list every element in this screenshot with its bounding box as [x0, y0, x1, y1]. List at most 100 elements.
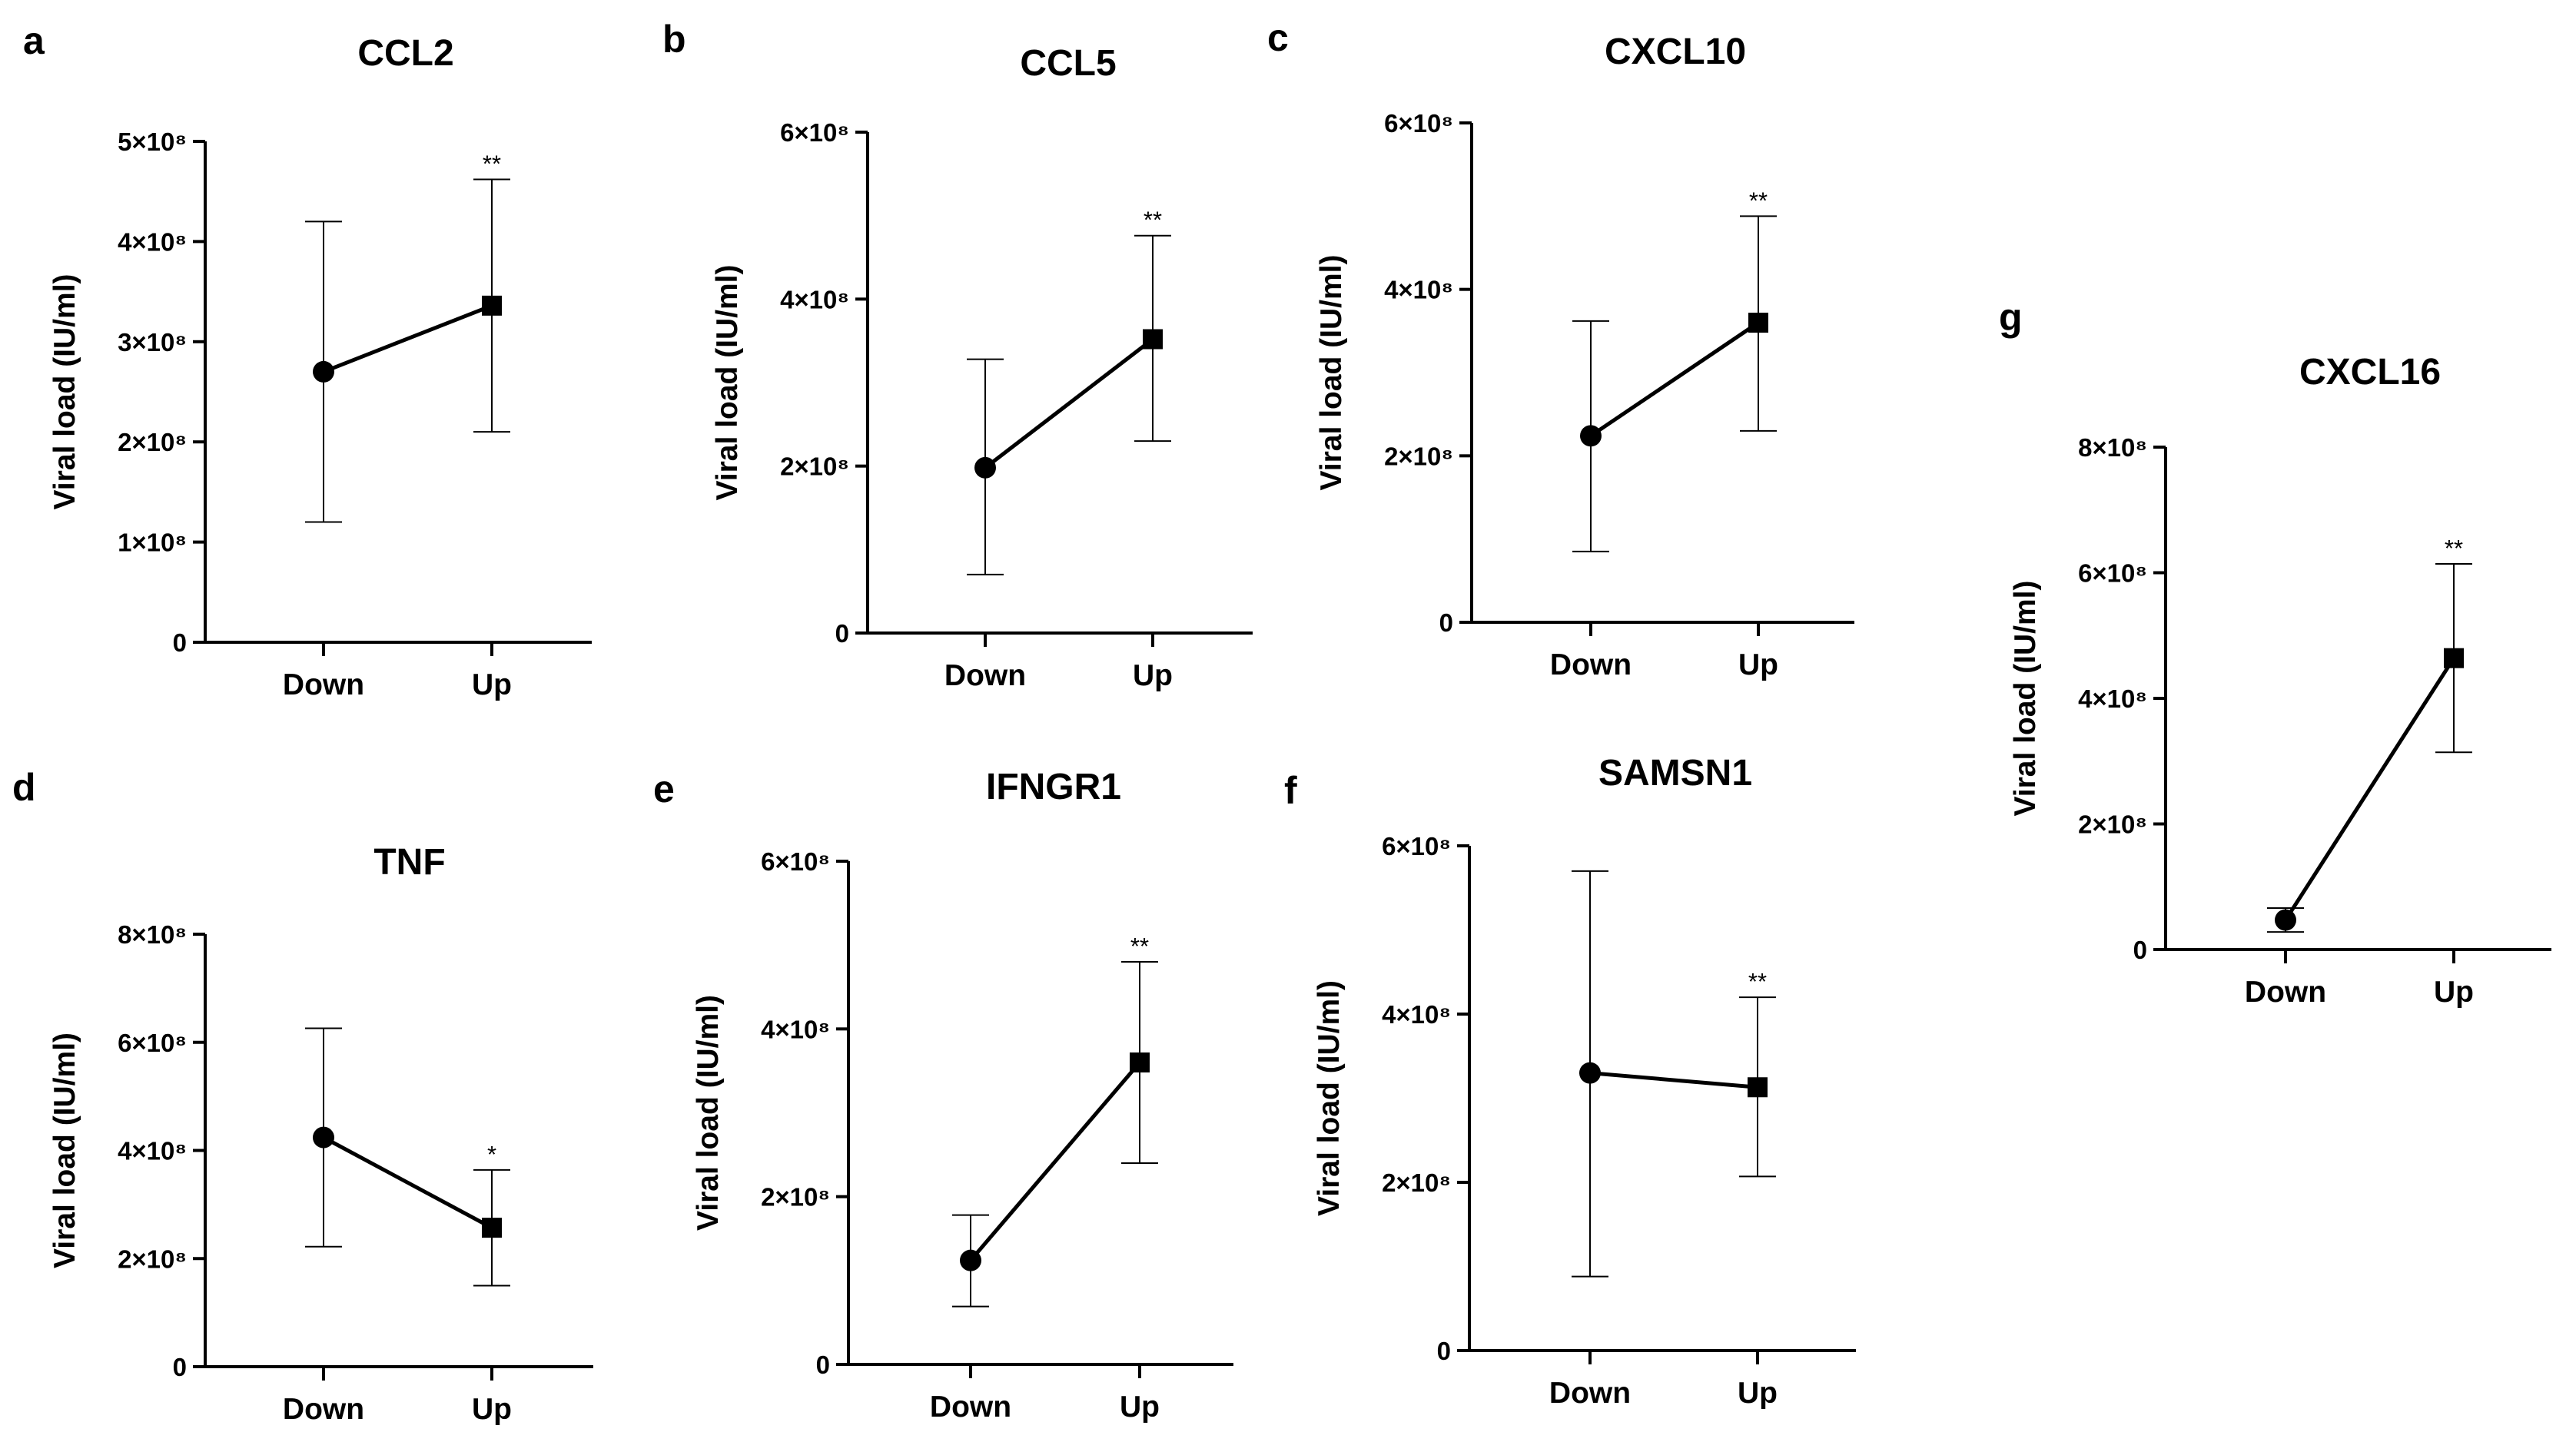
x-tick-label: Up: [1738, 1377, 1778, 1410]
chart-panel-a: a CCL2 0 1×10⁸ 2×10⁸ 3×10⁸ 4×10⁸ 5×10⁸ Down Up Vir…: [23, 19, 592, 701]
significance-label: **: [1130, 933, 1149, 960]
series-line: [323, 303, 493, 374]
data-point-down: [974, 456, 996, 479]
chart-panel-c: c CXCL10 0 2×10⁸ 4×10⁸ 6×10⁸ Down Up Viral load …: [1267, 16, 1854, 681]
chart-panel-b: b CCL5 0 2×10⁸ 4×10⁸ 6×10⁸ Down Up Viral load (I…: [662, 18, 1253, 692]
data-point-up: [1143, 329, 1163, 350]
data-point-down: [313, 360, 334, 383]
series-line: [1589, 320, 1760, 438]
y-axis-label: Viral load (IU/ml): [1313, 980, 1346, 1216]
x-tick-label: Down: [944, 659, 1026, 692]
x-tick-label: Up: [1738, 648, 1778, 681]
chart-panel-g: g CXCL16 0 2×10⁸ 4×10⁸ 6×10⁸ 8×10⁸ Down Up Viral …: [1999, 296, 2551, 1009]
x-tick-label: Down: [283, 668, 364, 701]
y-tick-label: 5×10⁸: [118, 128, 187, 156]
x-tick-label: Down: [930, 1391, 1011, 1424]
chart-title: IFNGR1: [986, 767, 1121, 807]
series-line: [2283, 657, 2456, 921]
y-tick-label: 6×10⁸: [2078, 559, 2147, 588]
panel-letter: e: [653, 767, 675, 810]
y-tick-label: 6×10⁸: [780, 118, 849, 147]
significance-label: **: [1749, 187, 1768, 214]
y-tick-label: 2×10⁸: [780, 452, 849, 481]
data-point-down: [313, 1126, 334, 1149]
y-axis-label: Viral load (IU/ml): [711, 264, 744, 500]
y-tick-label: 2×10⁸: [118, 1245, 187, 1273]
chart-title: SAMSN1: [1598, 753, 1752, 794]
y-tick-label: 4×10⁸: [761, 1015, 830, 1043]
x-tick-label: Up: [2434, 976, 2474, 1009]
chart-title: CCL2: [357, 33, 453, 74]
y-tick-label: 2×10⁸: [1382, 1168, 1451, 1197]
y-tick-label: 4×10⁸: [1382, 1000, 1451, 1029]
chart-panel-f: f SAMSN1 0 2×10⁸ 4×10⁸ 6×10⁸ Down Up Viral load …: [1284, 753, 1856, 1410]
y-axis-label: Viral load (IU/ml): [2009, 580, 2042, 816]
y-tick-label: 8×10⁸: [118, 920, 187, 949]
x-tick-label: Up: [472, 668, 512, 701]
y-axis-label: Viral load (IU/ml): [48, 1033, 81, 1268]
y-tick-label: 6×10⁸: [1382, 832, 1451, 860]
series-line: [969, 1061, 1141, 1262]
y-tick-label: 4×10⁸: [780, 285, 849, 313]
x-tick-label: Down: [2245, 976, 2326, 1009]
panel-letter: a: [23, 19, 45, 62]
y-tick-label: 2×10⁸: [1384, 442, 1453, 470]
x-tick-label: Down: [1549, 1377, 1631, 1410]
series-line: [984, 337, 1154, 469]
y-tick-label: 0: [1437, 1337, 1451, 1365]
chart-title: TNF: [373, 842, 445, 883]
data-point-up: [1748, 313, 1768, 333]
significance-label: *: [487, 1141, 496, 1168]
y-axis-label: Viral load (IU/ml): [692, 995, 725, 1231]
series-line: [1589, 1071, 1758, 1089]
significance-label: **: [1748, 968, 1767, 995]
data-point-down: [960, 1249, 981, 1271]
chart-title: CXCL10: [1605, 31, 1746, 72]
y-tick-label: 2×10⁸: [118, 428, 187, 456]
y-tick-label: 6×10⁸: [1384, 109, 1453, 138]
y-tick-label: 2×10⁸: [761, 1183, 830, 1212]
data-point-up: [1130, 1052, 1150, 1072]
y-tick-label: 4×10⁸: [118, 227, 187, 256]
chart-panel-e: e IFNGR1 0 2×10⁸ 4×10⁸ 6×10⁸ Down Up Viral load …: [653, 767, 1233, 1424]
y-tick-label: 0: [816, 1351, 830, 1379]
y-tick-label: 2×10⁸: [2078, 810, 2147, 839]
x-tick-label: Down: [283, 1393, 364, 1426]
x-tick-label: Up: [472, 1393, 512, 1426]
y-tick-label: 6×10⁸: [761, 847, 830, 876]
y-tick-label: 6×10⁸: [118, 1029, 187, 1057]
data-point-down: [1579, 1062, 1601, 1084]
y-tick-label: 0: [173, 1353, 187, 1381]
y-tick-label: 0: [2133, 936, 2147, 964]
panel-letter: g: [1999, 296, 2023, 339]
data-point-up: [1748, 1077, 1768, 1098]
y-axis-label: Viral load (IU/ml): [1315, 254, 1348, 490]
y-axis-label: Viral load (IU/ml): [48, 273, 81, 509]
data-point-up: [482, 1218, 502, 1238]
x-tick-label: Up: [1120, 1391, 1160, 1424]
y-tick-label: 3×10⁸: [118, 328, 187, 356]
panel-letter: f: [1284, 769, 1297, 812]
data-point-down: [1580, 425, 1602, 447]
y-tick-label: 4×10⁸: [118, 1137, 187, 1165]
significance-label: **: [2445, 535, 2463, 562]
y-tick-label: 8×10⁸: [2078, 433, 2147, 462]
significance-label: **: [483, 151, 501, 177]
chart-title: CCL5: [1020, 43, 1116, 84]
data-point-up: [2444, 648, 2464, 668]
data-point-down: [2275, 909, 2296, 931]
chart-panel-d: d TNF 0 2×10⁸ 4×10⁸ 6×10⁸ 8×10⁸ Down Up Viral loa…: [12, 766, 593, 1426]
panel-letter: b: [662, 18, 686, 61]
significance-label: **: [1144, 207, 1162, 234]
x-tick-label: Up: [1133, 659, 1173, 692]
y-tick-label: 0: [173, 628, 187, 657]
y-tick-label: 1×10⁸: [118, 529, 187, 557]
y-tick-label: 4×10⁸: [2078, 685, 2147, 713]
panel-letter: c: [1267, 16, 1289, 59]
y-tick-label: 0: [835, 619, 849, 648]
y-tick-label: 0: [1439, 608, 1453, 637]
series-line: [322, 1135, 493, 1230]
panel-letter: d: [12, 766, 36, 809]
y-tick-label: 4×10⁸: [1384, 276, 1453, 304]
